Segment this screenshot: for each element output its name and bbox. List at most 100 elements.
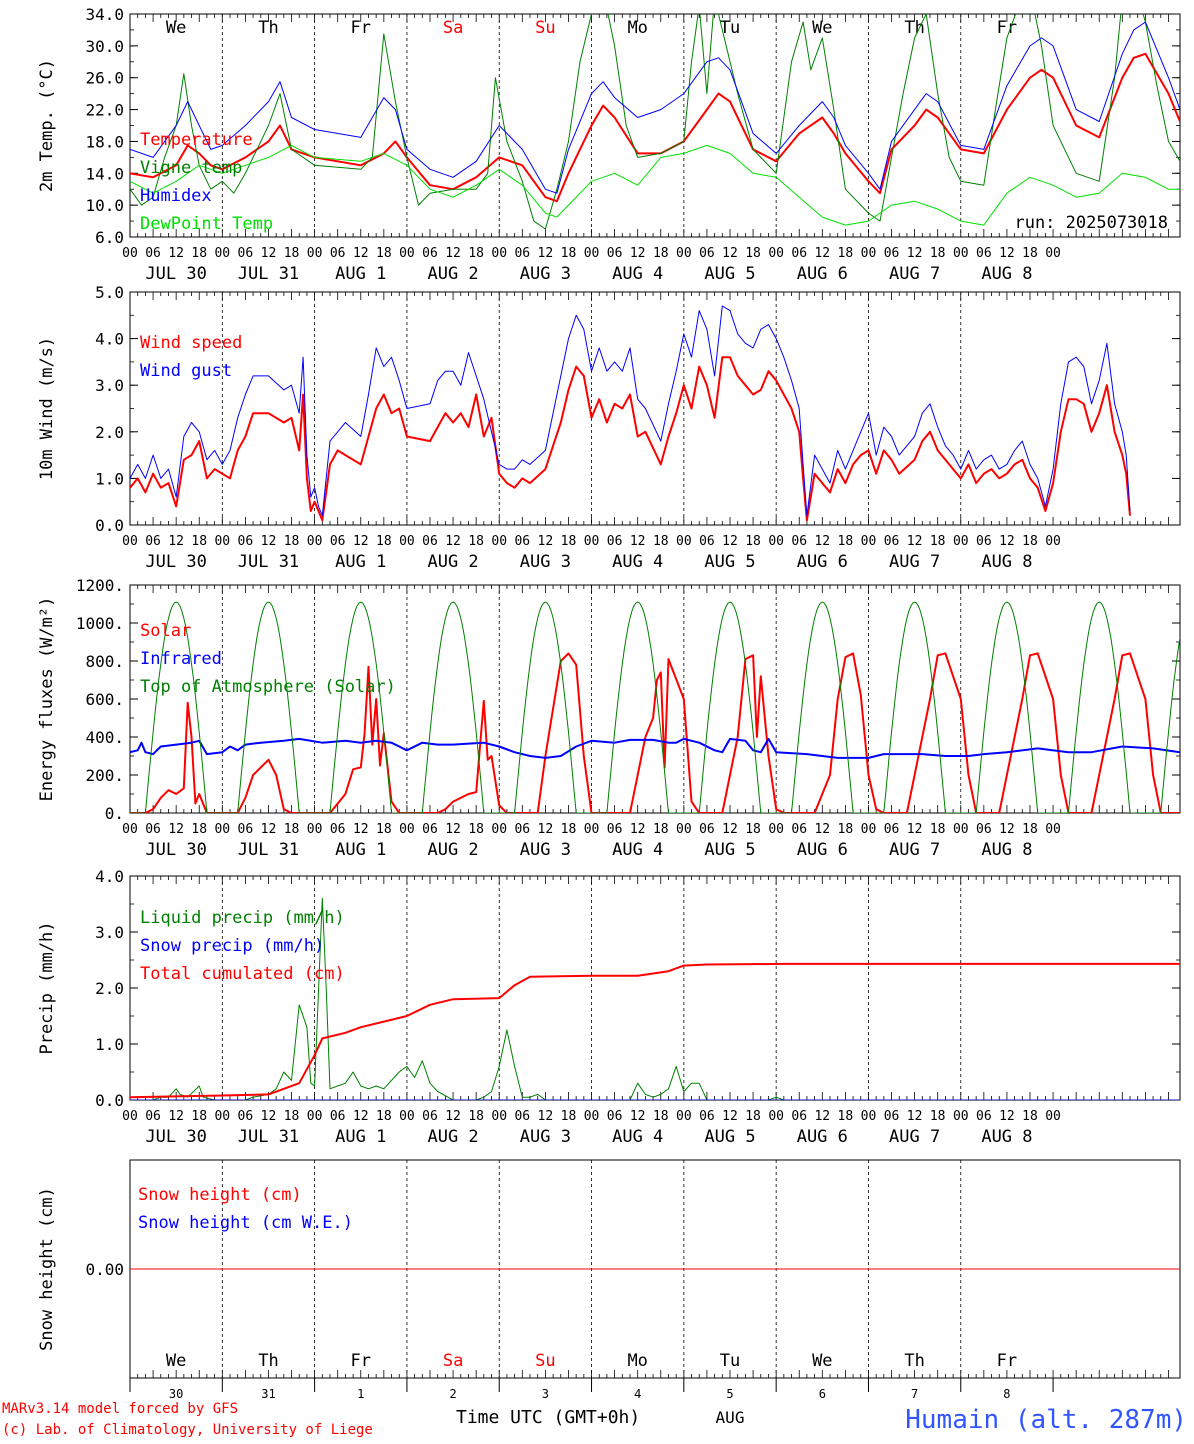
- legend-entry: Vigne temp: [140, 158, 242, 178]
- date-label: AUG 5: [704, 552, 755, 572]
- date-label: AUG 2: [427, 840, 478, 860]
- hour-tick-label: 06: [145, 534, 161, 549]
- hour-tick-label: 00: [1045, 246, 1061, 261]
- date-label: AUG 8: [981, 1127, 1032, 1147]
- date-label: JUL 30: [145, 264, 206, 284]
- hour-tick-label: 18: [376, 1109, 392, 1124]
- hour-tick-label: 18: [653, 822, 669, 837]
- hour-tick-label: 18: [284, 534, 300, 549]
- hour-tick-label: 06: [791, 822, 807, 837]
- hour-tick-label: 00: [953, 534, 969, 549]
- day-number-label: 4: [634, 1387, 641, 1401]
- series-line-vigne-temp: [130, 14, 1180, 230]
- hour-tick-label: 18: [1022, 822, 1038, 837]
- y-tick-label: 6.0: [95, 228, 124, 247]
- hour-tick-label: 12: [907, 1109, 923, 1124]
- hour-tick-label: 18: [284, 246, 300, 261]
- hour-tick-label: 12: [630, 246, 646, 261]
- panel-3: 0. 200. 400. 600. 800. 1000. 1200. Energy fluxe…: [37, 576, 1181, 860]
- hour-tick-label: 12: [353, 246, 369, 261]
- y-tick-label: 5.0: [95, 283, 124, 302]
- hour-tick-label: 18: [561, 534, 577, 549]
- hour-tick-label: 00: [122, 822, 138, 837]
- hour-tick-label: 06: [607, 534, 623, 549]
- hour-tick-label: 06: [699, 1109, 715, 1124]
- series-line-liquid-precip-mm-h-: [130, 897, 1180, 1100]
- hour-tick-label: 00: [768, 1109, 784, 1124]
- hour-tick-label: 06: [607, 822, 623, 837]
- date-label: AUG 5: [704, 1127, 755, 1147]
- weekday-label: Fr: [997, 1351, 1017, 1371]
- legend-entry: Wind gust: [140, 361, 232, 381]
- hour-tick-label: 12: [168, 1109, 184, 1124]
- hour-tick-label: 18: [191, 534, 207, 549]
- hour-tick-label: 12: [168, 822, 184, 837]
- date-label: AUG 1: [335, 840, 386, 860]
- day-number-label: 7: [911, 1387, 918, 1401]
- hour-tick-label: 18: [561, 822, 577, 837]
- hour-tick-label: 12: [999, 246, 1015, 261]
- y-tick-label: 0.00: [85, 1260, 124, 1279]
- hour-tick-label: 00: [861, 822, 877, 837]
- hour-tick-label: 00: [399, 1109, 415, 1124]
- hour-tick-label: 18: [468, 822, 484, 837]
- date-label: AUG 1: [335, 552, 386, 572]
- date-label: AUG 2: [427, 264, 478, 284]
- hour-tick-label: 06: [514, 1109, 530, 1124]
- hour-tick-label: 06: [607, 246, 623, 261]
- hour-tick-label: 12: [538, 246, 554, 261]
- hour-tick-label: 06: [791, 246, 807, 261]
- hour-tick-label: 18: [376, 534, 392, 549]
- hour-tick-label: 12: [722, 246, 738, 261]
- y-tick-label: 3.0: [95, 376, 124, 395]
- series-group: [130, 305, 1131, 522]
- y-tick-label: 600.: [85, 690, 124, 709]
- hour-tick-label: 18: [745, 822, 761, 837]
- hour-tick-label: 12: [814, 246, 830, 261]
- hour-tick-label: 00: [861, 1109, 877, 1124]
- hour-tick-label: 18: [561, 246, 577, 261]
- hour-tick-label: 00: [491, 246, 507, 261]
- hour-tick-label: 06: [330, 1109, 346, 1124]
- hour-tick-label: 06: [976, 1109, 992, 1124]
- date-label: AUG 8: [981, 264, 1032, 284]
- hour-tick-label: 00: [1045, 1109, 1061, 1124]
- date-label: AUG 5: [704, 840, 755, 860]
- hour-tick-label: 00: [953, 246, 969, 261]
- hour-tick-label: 00: [584, 246, 600, 261]
- date-label: AUG 3: [520, 1127, 571, 1147]
- hour-tick-label: 00: [953, 1109, 969, 1124]
- hour-tick-label: 12: [722, 1109, 738, 1124]
- hour-tick-label: 06: [238, 246, 254, 261]
- hour-tick-label: 06: [884, 246, 900, 261]
- plot-frame: [129, 13, 1181, 238]
- hour-tick-label: 18: [468, 1109, 484, 1124]
- hour-tick-label: 00: [214, 246, 230, 261]
- credit-model: MARv3.14 model forced by GFS: [2, 1401, 238, 1417]
- hour-tick-label: 12: [445, 246, 461, 261]
- hour-tick-label: 12: [814, 1109, 830, 1124]
- y-tick-label: 1000.: [76, 614, 124, 633]
- y-tick-label: 26.0: [85, 69, 124, 88]
- hour-tick-label: 06: [238, 534, 254, 549]
- hour-tick-label: 18: [930, 822, 946, 837]
- hour-tick-label: 06: [976, 822, 992, 837]
- y-tick-label: 30.0: [85, 37, 124, 56]
- hour-tick-label: 00: [861, 246, 877, 261]
- date-label: AUG 8: [981, 552, 1032, 572]
- run-annotation: run: 2025073018: [1014, 213, 1168, 233]
- hour-tick-label: 00: [676, 534, 692, 549]
- hour-tick-label: 18: [376, 246, 392, 261]
- day-number-label: 30: [169, 1387, 183, 1401]
- hour-tick-label: 00: [122, 1109, 138, 1124]
- y-tick-label: 10.0: [85, 196, 124, 215]
- hour-tick-label: 12: [261, 822, 277, 837]
- hour-tick-label: 00: [584, 822, 600, 837]
- hour-tick-label: 00: [676, 246, 692, 261]
- hour-tick-label: 06: [976, 246, 992, 261]
- series-line-wind-speed: [130, 356, 1131, 522]
- day-number-label: 3: [542, 1387, 549, 1401]
- hour-tick-label: 12: [445, 534, 461, 549]
- hour-tick-label: 12: [999, 1109, 1015, 1124]
